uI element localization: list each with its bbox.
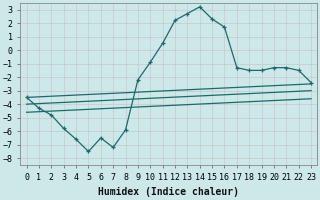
X-axis label: Humidex (Indice chaleur): Humidex (Indice chaleur) — [98, 187, 239, 197]
